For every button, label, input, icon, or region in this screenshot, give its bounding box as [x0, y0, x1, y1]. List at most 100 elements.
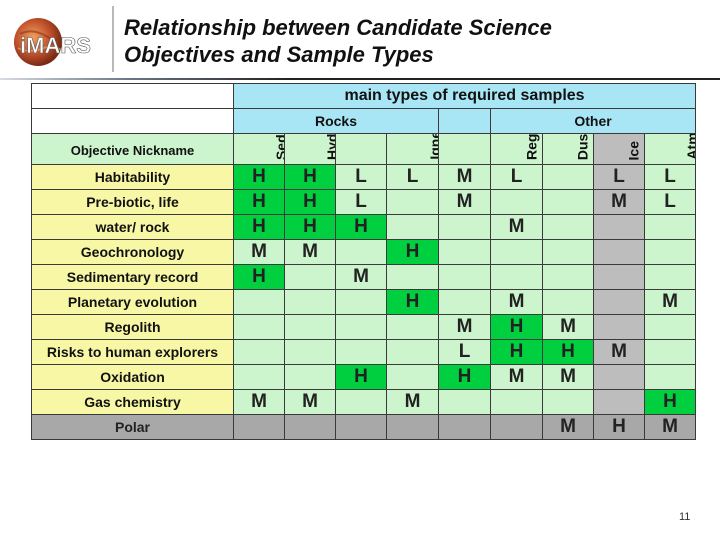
value-cell: M [542, 364, 594, 390]
objective-label: Habitability [31, 164, 234, 190]
table-row: Habitability H H L L M L L L [31, 164, 697, 190]
value-cell: M [284, 389, 336, 415]
objective-label: Sedimentary record [31, 264, 234, 290]
value-cell [542, 264, 594, 290]
value-cell [438, 414, 491, 440]
value-cell: M [593, 339, 645, 365]
value-cell [593, 364, 645, 390]
value-cell: H [284, 214, 336, 240]
table-row: Sedimentary record H M [31, 264, 697, 290]
slide-title-line2: Objectives and Sample Types [124, 42, 434, 67]
value-cell [542, 239, 594, 265]
value-cell: M [284, 239, 336, 265]
group-header-rocks: Rocks [233, 108, 439, 134]
value-cell [386, 364, 439, 390]
value-cell [438, 239, 491, 265]
value-cell [542, 189, 594, 215]
column-header-label: Sedimentary suite [273, 135, 284, 161]
value-cell: M [542, 414, 594, 440]
value-cell [284, 314, 336, 340]
value-cell: M [438, 164, 491, 190]
value-cell: H [233, 214, 285, 240]
value-cell: H [438, 364, 491, 390]
table-row: Oxidation H H M M [31, 364, 697, 390]
column-header-label: Regolith [523, 135, 539, 161]
column-header: Igneous Suite [386, 133, 439, 165]
value-cell: L [643, 164, 697, 190]
value-cell [593, 314, 645, 340]
value-cell [593, 239, 645, 265]
value-cell: H [542, 339, 594, 365]
main-header: main types of required samples [232, 83, 697, 109]
value-cell [386, 414, 439, 440]
value-cell [490, 264, 543, 290]
value-cell [335, 239, 387, 265]
header-divider-vertical [112, 6, 114, 72]
objective-label: Geochronology [31, 239, 234, 265]
value-cell: H [490, 339, 543, 365]
value-cell: H [643, 389, 697, 415]
value-cell [335, 389, 387, 415]
corner-cell-2 [31, 108, 234, 134]
value-cell [643, 214, 697, 240]
table-row: Regolith M H M [31, 314, 697, 340]
value-cell: H [284, 164, 336, 190]
value-cell: L [335, 164, 387, 190]
value-cell [490, 389, 543, 415]
value-cell: H [386, 289, 439, 315]
value-cell [284, 264, 336, 290]
column-header: Hydrothermal suite [284, 133, 336, 165]
svg-text:iMARS: iMARS [20, 33, 91, 58]
column-header-label: Ice [625, 140, 642, 160]
value-cell [386, 214, 439, 240]
value-cell [335, 289, 387, 315]
table-row: water/ rock H H H M [31, 214, 697, 240]
value-cell [542, 289, 594, 315]
value-cell: H [233, 264, 285, 290]
value-cell [643, 264, 697, 290]
value-cell: M [490, 214, 543, 240]
value-cell: H [233, 189, 285, 215]
objective-label: Polar [31, 414, 234, 440]
value-cell [438, 289, 491, 315]
value-cell [593, 214, 645, 240]
value-cell [490, 189, 543, 215]
objectives-sample-table: main types of required samples Rocks Oth… [31, 83, 697, 440]
value-cell: H [490, 314, 543, 340]
slide-title: Relationship between Candidate Science O… [124, 14, 704, 68]
column-header-label: Atmospheric Gas [684, 135, 695, 161]
value-cell: M [643, 289, 697, 315]
column-header-label: Dust [574, 133, 591, 161]
value-cell [386, 189, 439, 215]
value-cell [643, 364, 697, 390]
corner-cell [31, 83, 234, 109]
header-divider-horizontal [0, 78, 720, 80]
value-cell: M [593, 189, 645, 215]
table-row: Risks to human explorers L H H M [31, 339, 697, 365]
value-cell: L [335, 189, 387, 215]
value-cell [542, 389, 594, 415]
imars-logo: iMARS [6, 8, 108, 72]
value-cell [335, 314, 387, 340]
value-cell [233, 289, 285, 315]
value-cell [335, 339, 387, 365]
table-row: Planetary evolution H M M [31, 289, 697, 315]
objective-label: Risks to human explorers [31, 339, 234, 365]
column-header-label: Igneous Suite [427, 135, 438, 161]
group-header-gap [438, 108, 491, 134]
value-cell: M [386, 389, 439, 415]
value-cell: L [386, 164, 439, 190]
table-row: Geochronology M M H [31, 239, 697, 265]
value-cell [593, 289, 645, 315]
value-cell [643, 314, 697, 340]
value-cell [386, 264, 439, 290]
value-cell [233, 414, 285, 440]
value-cell [284, 289, 336, 315]
value-cell: M [490, 364, 543, 390]
objective-label: Regolith [31, 314, 234, 340]
value-cell [593, 264, 645, 290]
objective-label: water/ rock [31, 214, 234, 240]
value-cell: L [490, 164, 543, 190]
slide-title-line1: Relationship between Candidate Science [124, 15, 552, 40]
objective-label: Pre-biotic, life [31, 189, 234, 215]
